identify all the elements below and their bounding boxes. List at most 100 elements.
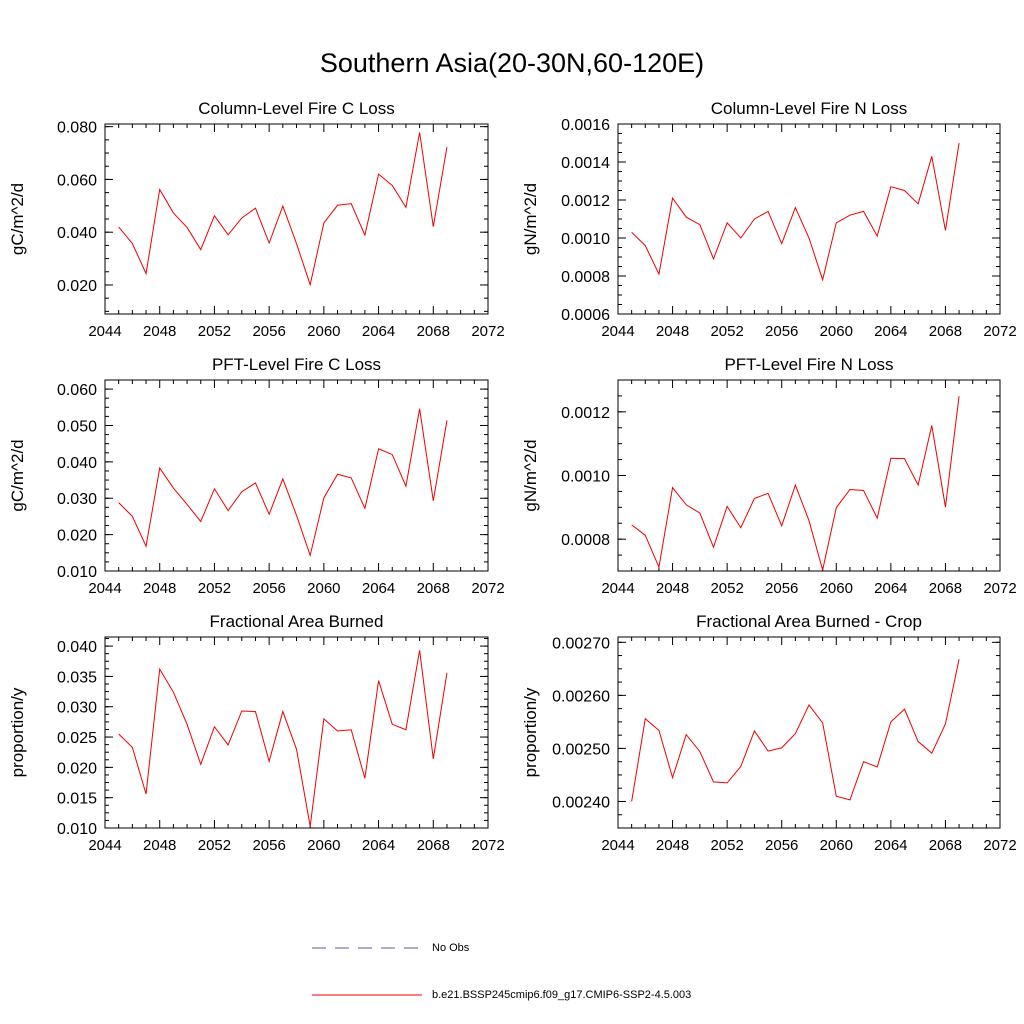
chart-title: Column-Level Fire N Loss	[711, 99, 908, 118]
y-axis-label: proportion/y	[521, 687, 540, 777]
series-line	[631, 142, 960, 282]
y-tick-label: 0.0010	[561, 469, 610, 486]
x-tick-label: 2072	[471, 580, 504, 597]
x-tick-label: 2068	[417, 323, 450, 340]
x-tick-label: 2048	[656, 837, 689, 854]
plot-frame	[617, 636, 1001, 829]
x-tick-label: 2056	[252, 580, 285, 597]
x-tick-label: 2072	[983, 837, 1016, 854]
x-tick-label: 2052	[198, 837, 231, 854]
x-tick-label: 2060	[307, 580, 340, 597]
y-axis-label: gC/m^2/d	[8, 439, 27, 511]
x-tick-label: 2048	[143, 580, 176, 597]
x-tick-label: 2068	[417, 580, 450, 597]
y-tick-label: 0.0014	[561, 155, 610, 172]
y-tick-label: 0.030	[57, 491, 97, 508]
x-tick-label: 2056	[765, 323, 798, 340]
y-tick-label: 0.030	[57, 700, 97, 717]
y-tick-label: 0.025	[57, 730, 97, 747]
series-line	[118, 650, 448, 827]
x-tick-label: 2044	[601, 580, 634, 597]
y-tick-label: 0.010	[57, 821, 97, 838]
y-tick-label: 0.00260	[552, 688, 610, 705]
chart-title: PFT-Level Fire C Loss	[212, 355, 381, 374]
x-tick-label: 2048	[143, 323, 176, 340]
y-tick-label: 0.00240	[552, 794, 610, 811]
series-line	[118, 408, 448, 558]
x-tick-label: 2064	[874, 837, 907, 854]
x-tick-label: 2052	[198, 323, 231, 340]
x-tick-label: 2044	[601, 837, 634, 854]
x-tick-label: 2064	[874, 580, 907, 597]
y-tick-label: 0.035	[57, 669, 97, 686]
y-tick-label: 0.0016	[561, 117, 610, 134]
x-tick-label: 2068	[929, 837, 962, 854]
chart-panel-1: 2044 2048 2052 2056 2060 2064 2068 2072 0.020 0.0…	[8, 99, 505, 340]
chart-panel-6: 2044 2048 2052 2056 2060 2064 2068 2072 0.00240 0…	[521, 612, 1017, 854]
x-tick-label: 2044	[88, 580, 121, 597]
plot-frame	[617, 379, 1001, 572]
series-line	[118, 132, 448, 287]
chart-panel-4: 2044 2048 2052 2056 2060 2064 2068 2072 0.0008 0.…	[521, 355, 1017, 597]
y-tick-label: 0.010	[57, 564, 97, 581]
x-tick-label: 2060	[307, 323, 340, 340]
chart-panel-3: 2044 2048 2052 2056 2060 2064 2068 2072 0.010 0.0…	[8, 355, 505, 597]
y-tick-label: 0.020	[57, 528, 97, 545]
y-tick-label: 0.015	[57, 791, 97, 808]
x-tick-label: 2072	[471, 323, 504, 340]
x-tick-label: 2056	[252, 837, 285, 854]
y-tick-label: 0.050	[57, 418, 97, 435]
y-axis-label: proportion/y	[8, 687, 27, 777]
chart-title: PFT-Level Fire N Loss	[724, 355, 893, 374]
y-tick-label: 0.00270	[552, 635, 610, 652]
x-tick-label: 2068	[417, 837, 450, 854]
x-tick-label: 2060	[307, 837, 340, 854]
x-tick-label: 2052	[710, 323, 743, 340]
y-tick-label: 0.00250	[552, 741, 610, 758]
y-axis-label: gN/m^2/d	[521, 439, 540, 511]
x-tick-label: 2072	[983, 580, 1016, 597]
x-tick-label: 2056	[765, 580, 798, 597]
chart-title: Fractional Area Burned - Crop	[696, 612, 922, 631]
y-tick-label: 0.0008	[561, 532, 610, 549]
plot-frame	[104, 123, 489, 315]
plot-frame	[104, 636, 489, 829]
y-tick-label: 0.040	[57, 225, 97, 242]
x-tick-label: 2068	[929, 323, 962, 340]
x-tick-label: 2064	[362, 323, 395, 340]
legend-model-label: b.e21.BSSP245cmip6.f09_g17.CMIP6-SSP2-4.…	[432, 989, 692, 1001]
x-tick-label: 2044	[88, 837, 121, 854]
y-tick-label: 0.0012	[561, 405, 610, 422]
x-tick-label: 2052	[198, 580, 231, 597]
legend-obs-line	[312, 947, 422, 949]
series-line	[631, 659, 960, 802]
x-tick-label: 2072	[471, 837, 504, 854]
page-title: Southern Asia(20-30N,60-120E)	[319, 48, 705, 78]
chart-panel-5: 2044 2048 2052 2056 2060 2064 2068 2072 0.010 0.0…	[8, 612, 505, 854]
x-tick-label: 2052	[710, 580, 743, 597]
y-tick-label: 0.020	[57, 760, 97, 777]
y-axis-label: gC/m^2/d	[8, 183, 27, 255]
y-tick-label: 0.0008	[561, 269, 610, 286]
x-tick-label: 2068	[929, 580, 962, 597]
y-tick-label: 0.040	[57, 639, 97, 656]
x-tick-label: 2056	[252, 323, 285, 340]
y-tick-label: 0.020	[57, 278, 97, 295]
y-tick-label: 0.0006	[561, 307, 610, 324]
chart-panel-2: 2044 2048 2052 2056 2060 2064 2068 2072 0.0006 0.…	[521, 99, 1017, 340]
x-tick-label: 2056	[765, 837, 798, 854]
y-tick-label: 0.060	[57, 382, 97, 399]
plot-frame	[617, 123, 1001, 315]
x-tick-label: 2064	[362, 580, 395, 597]
y-tick-label: 0.0012	[561, 193, 610, 210]
y-tick-label: 0.080	[57, 120, 97, 137]
chart-title: Column-Level Fire C Loss	[198, 99, 395, 118]
x-tick-label: 2044	[601, 323, 634, 340]
x-tick-label: 2064	[362, 837, 395, 854]
plot-frame	[104, 379, 489, 572]
legend-model-line	[312, 994, 422, 996]
x-tick-label: 2044	[88, 323, 121, 340]
x-tick-label: 2060	[820, 580, 853, 597]
x-tick-label: 2048	[143, 837, 176, 854]
